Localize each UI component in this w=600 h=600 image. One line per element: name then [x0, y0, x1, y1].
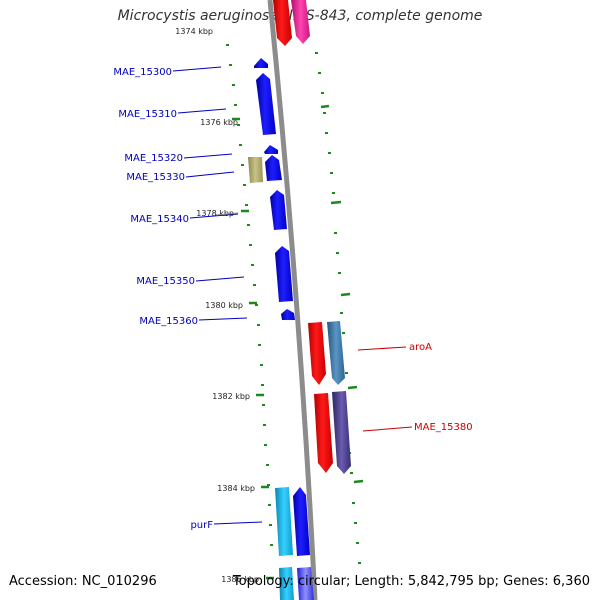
accession-text: Accession: NC_010296 — [9, 574, 157, 589]
label-mae-15330[interactable]: MAE_15330 — [126, 172, 185, 183]
label-mae-15310[interactable]: MAE_15310 — [118, 109, 177, 120]
label-mae-15350[interactable]: MAE_15350 — [136, 276, 195, 287]
label-mae-15340[interactable]: MAE_15340 — [130, 214, 189, 225]
gene-purf-cyan — [275, 487, 293, 556]
scale-label-1378: 1378 kbp — [196, 209, 234, 218]
gene-mae-15350 — [275, 246, 293, 302]
gene-bottom-cyan — [279, 567, 294, 600]
left-leaders — [172, 66, 263, 525]
gene-mae-15360 — [281, 309, 295, 320]
scale-label-1384: 1384 kbp — [217, 484, 255, 493]
scale-label-1386: 1386 kbp — [221, 575, 259, 584]
scale-label-1374: 1374 kbp — [175, 27, 213, 36]
gene-red-top — [273, 0, 292, 46]
gene-aroa — [308, 322, 326, 385]
gene-bottom-lavender — [297, 567, 314, 600]
label-mae-15300[interactable]: MAE_15300 — [113, 67, 172, 78]
label-aroa[interactable]: aroA — [409, 342, 432, 353]
gene-mae-15340 — [270, 190, 287, 230]
gene-mae-15300 — [254, 58, 268, 68]
scale-label-1376: 1376 kbp — [200, 118, 238, 127]
gene-aroa-steel — [327, 321, 345, 385]
inner-dotted-track — [226, 44, 273, 546]
scale-label-1380: 1380 kbp — [205, 301, 243, 310]
gene-mae-15380-purple — [332, 391, 351, 474]
gene-pink-top — [291, 0, 310, 44]
gene-purf-blue — [293, 487, 310, 556]
gene-mae-15380 — [314, 393, 333, 473]
scale-connector — [215, 212, 239, 216]
scale-label-1382: 1382 kbp — [212, 392, 250, 401]
right-leaders — [357, 346, 413, 432]
genome-backbone — [267, 0, 318, 600]
gene-mae-15330-blue — [265, 155, 282, 181]
gene-mae-15310 — [256, 73, 276, 135]
gene-mae-15320 — [264, 145, 278, 154]
label-mae-15380[interactable]: MAE_15380 — [414, 422, 473, 433]
label-mae-15360[interactable]: MAE_15360 — [139, 316, 198, 327]
label-mae-15320[interactable]: MAE_15320 — [124, 153, 183, 164]
gene-mae-15330-olive — [248, 157, 263, 183]
outer-dotted-track — [315, 52, 361, 564]
scale-ticks — [232, 104, 364, 580]
genome-summary-text: Topology: circular; Length: 5,842,795 bp… — [232, 574, 590, 589]
label-purf[interactable]: purF — [190, 520, 213, 531]
